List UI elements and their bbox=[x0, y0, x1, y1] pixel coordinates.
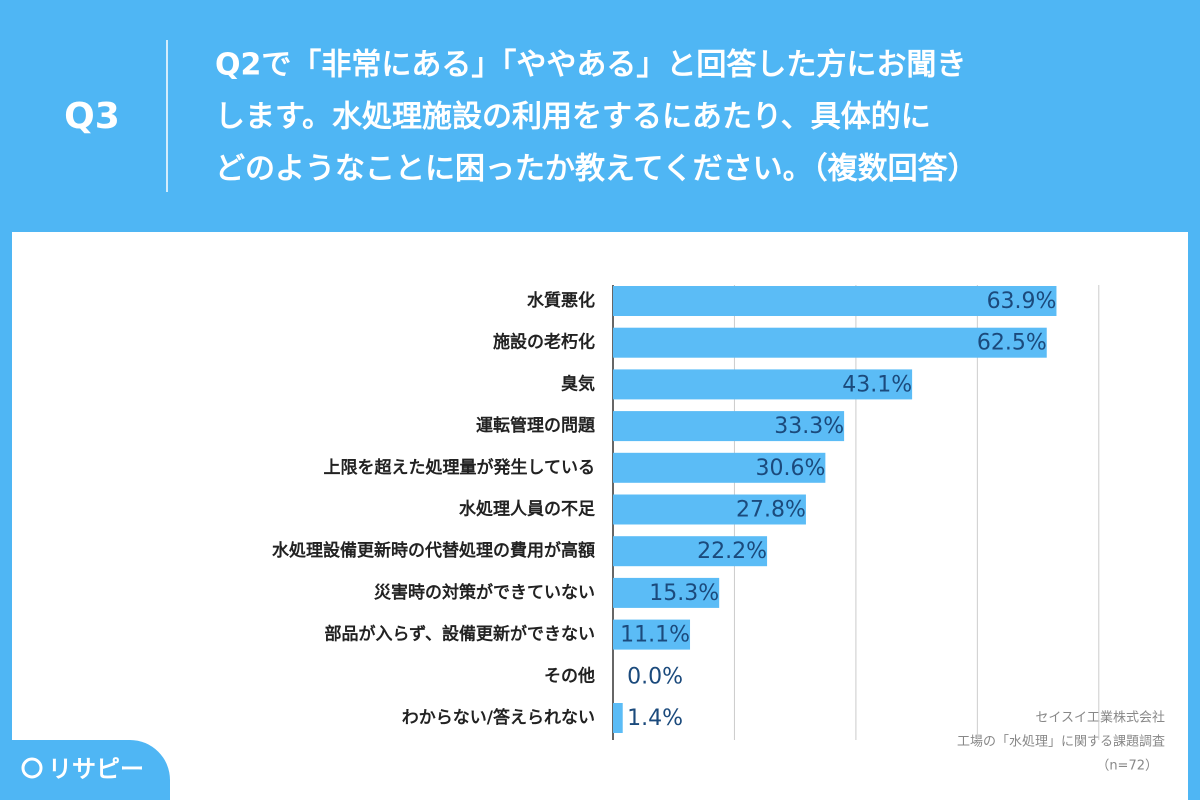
bar bbox=[613, 494, 806, 525]
source: セイスイ工業株式会社 bbox=[1035, 710, 1165, 726]
question-label: Q3 bbox=[64, 96, 120, 137]
bar bbox=[613, 703, 623, 733]
category-label: 臭気 bbox=[561, 373, 595, 394]
chart-panel bbox=[12, 232, 1188, 800]
value-label: 0.0% bbox=[627, 664, 683, 689]
source: 工場の「水処理」に関する課題調査 bbox=[957, 734, 1165, 750]
category-label: 上限を超えた処理量が発生している bbox=[324, 457, 596, 478]
value-label: 30.6% bbox=[755, 456, 825, 481]
question-line: Q2で「非常にある」「ややある」と回答した方にお聞き bbox=[215, 48, 966, 83]
bar bbox=[613, 286, 1057, 316]
bar bbox=[613, 327, 1047, 358]
value-label: 62.5% bbox=[977, 331, 1047, 356]
logo-icon bbox=[21, 757, 43, 779]
bar bbox=[613, 619, 691, 650]
category-label: 部品が入らず、設備更新ができない bbox=[325, 624, 595, 645]
value-label: 11.1% bbox=[620, 623, 690, 648]
bar bbox=[613, 369, 913, 400]
value-label: 22.2% bbox=[697, 539, 767, 564]
category-label: 水処理設備更新時の代替処理の費用が高額 bbox=[272, 540, 595, 561]
question-line: どのようなことに困ったか教えてください。（複数回答） bbox=[215, 152, 978, 187]
category-label: 運転管理の問題 bbox=[476, 415, 596, 436]
bar bbox=[613, 577, 720, 608]
value-label: 43.1% bbox=[842, 372, 912, 397]
value-label: 33.3% bbox=[774, 414, 844, 439]
logo-background bbox=[0, 740, 170, 800]
category-label: わからない/答えられない bbox=[402, 707, 595, 728]
value-label: 27.8% bbox=[736, 498, 806, 523]
logo: リサピー bbox=[48, 755, 144, 783]
bar bbox=[613, 536, 768, 567]
value-label: 15.3% bbox=[649, 581, 719, 606]
value-label: 63.9% bbox=[987, 289, 1057, 314]
category-label: その他 bbox=[544, 665, 595, 686]
question-line: します。水処理施設の利用をするにあたり、具体的に bbox=[215, 100, 931, 135]
chart: 水質悪化 63.9% 施設の老朽化 62.5% 臭気 43.1% 運転管理の問題 33.3% 上… bbox=[272, 285, 1100, 740]
category-label: 水質悪化 bbox=[527, 290, 595, 311]
bar bbox=[613, 452, 826, 483]
value-label: 1.4% bbox=[627, 706, 683, 731]
bar bbox=[613, 411, 845, 442]
category-label: 施設の老朽化 bbox=[493, 332, 595, 353]
category-label: 水処理人員の不足 bbox=[459, 499, 595, 520]
source: （n=72） bbox=[1096, 759, 1158, 774]
category-label: 災害時の対策ができていない bbox=[374, 582, 595, 603]
